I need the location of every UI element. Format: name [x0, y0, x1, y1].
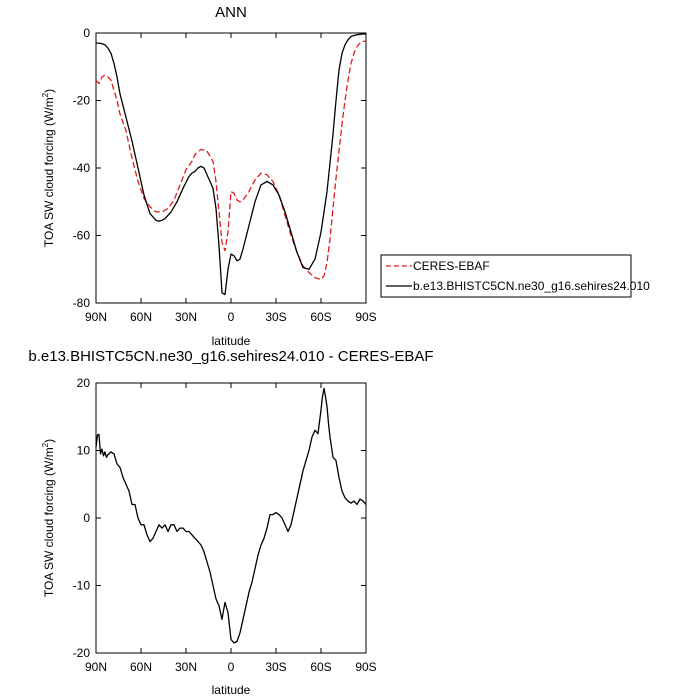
bottom-y-axis-label-main: TOA SW cloud forcing (W/m — [42, 447, 56, 597]
bottom-x-tick-label: 60S — [310, 660, 331, 674]
legend: CERES-EBAF b.e13.BHISTC5CN.ne30_g16.sehi… — [380, 254, 650, 298]
top-y-axis-label-close: ) — [42, 89, 56, 93]
top-x-tick-label: 30N — [175, 310, 197, 324]
top-y-tick-label: -40 — [73, 161, 91, 175]
top-series-line-model — [96, 33, 366, 296]
bottom-series-lines — [95, 387, 367, 644]
top-plot-frame — [95, 32, 367, 304]
bottom-y-tick-label: 20 — [77, 376, 91, 390]
bottom-x-tick-label: 90N — [85, 660, 107, 674]
top-x-tick-label: 60N — [130, 310, 152, 324]
bottom-y-axis-label-sup: 2 — [41, 442, 50, 447]
bottom-x-tick-label: 30N — [175, 660, 197, 674]
bottom-y-tick-label: -20 — [73, 646, 91, 660]
top-series-line-ceres-ebaf — [95, 40, 366, 281]
legend-label-model: b.e13.BHISTC5CN.ne30_g16.sehires24.010 — [413, 279, 650, 293]
bottom-x-tick-label: 60N — [130, 660, 152, 674]
top-x-tick-label: 60S — [310, 310, 331, 324]
bottom-y-tick-label: 10 — [77, 444, 91, 458]
top-x-tick-label: 90N — [85, 310, 107, 324]
bottom-plot-frame — [95, 382, 367, 654]
legend-label-ceres: CERES-EBAF — [413, 259, 490, 273]
top-x-tick-label: 0 — [228, 310, 235, 324]
top-y-ticks: 0 -20 -40 -60 -80 — [73, 26, 366, 310]
top-panel: ANN 90N 60N 30N 0 30S 60S 90S 0 -20 -40 -60 -80 la… — [41, 4, 650, 348]
top-chart-title: ANN — [215, 4, 247, 21]
bottom-x-ticks: 90N 60N 30N 0 30S 60S 90S — [85, 383, 377, 674]
top-y-tick-label: 0 — [83, 26, 90, 40]
bottom-panel: b.e13.BHISTC5CN.ne30_g16.sehires24.010 -… — [28, 348, 433, 697]
bottom-y-axis-label-close: ) — [42, 439, 56, 443]
top-y-tick-label: -20 — [73, 94, 91, 108]
top-y-axis-label-sup: 2 — [41, 92, 50, 97]
bottom-x-tick-label: 0 — [228, 660, 235, 674]
top-x-tick-label: 30S — [265, 310, 286, 324]
bottom-chart-title: b.e13.BHISTC5CN.ne30_g16.sehires24.010 -… — [28, 348, 433, 365]
bottom-x-tick-label: 30S — [265, 660, 286, 674]
top-x-tick-label: 90S — [355, 310, 376, 324]
top-series-lines — [95, 33, 366, 296]
bottom-y-tick-label: 0 — [83, 511, 90, 525]
bottom-y-tick-label: -10 — [73, 579, 91, 593]
bottom-y-axis-label: TOA SW cloud forcing (W/m2) — [41, 439, 56, 597]
bottom-x-axis-label: latitude — [212, 683, 251, 697]
top-x-axis-label: latitude — [212, 334, 251, 348]
top-y-axis-label-main: TOA SW cloud forcing (W/m — [42, 97, 56, 247]
legend-box — [380, 254, 632, 298]
bottom-series-line-difference — [95, 387, 367, 644]
bottom-x-tick-label: 90S — [355, 660, 376, 674]
bottom-y-ticks: 20 10 0 -10 -20 — [73, 376, 366, 660]
top-x-ticks: 90N 60N 30N 0 30S 60S 90S — [85, 33, 377, 324]
top-y-tick-label: -60 — [73, 229, 91, 243]
top-y-axis-label: TOA SW cloud forcing (W/m2) — [41, 89, 56, 247]
top-y-tick-label: -80 — [73, 296, 91, 310]
